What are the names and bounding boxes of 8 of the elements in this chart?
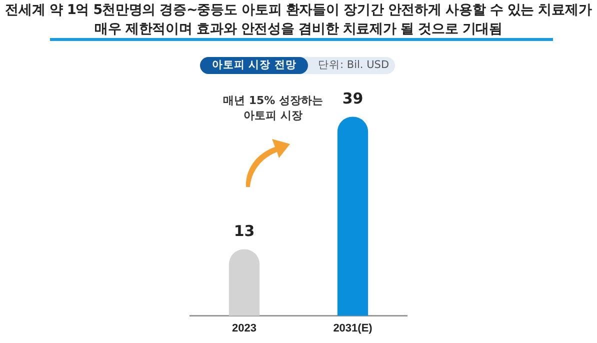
text: 단위: Bil. USD bbox=[318, 58, 390, 73]
annotation: 매년 15% 성장하는 아토피 시장 bbox=[222, 93, 324, 123]
x-tick-label: 2023 bbox=[232, 322, 256, 334]
data-label: 13 bbox=[234, 222, 255, 240]
chart-title: 전세계 약 1억 5천만명의 경증~중등도 아토피 환자들이 장기간 안전하게 사용할 수 있는 치료제가 매우 제한적이며 효과와 안전성을 겸비한 치료제가 될 것으로 기대됨 bbox=[4, 1, 593, 39]
x-tick-label: 2031(E) bbox=[333, 322, 373, 334]
data-label: 39 bbox=[342, 89, 364, 108]
chart-subtitle: 아토피 시장 전망 bbox=[200, 57, 308, 74]
